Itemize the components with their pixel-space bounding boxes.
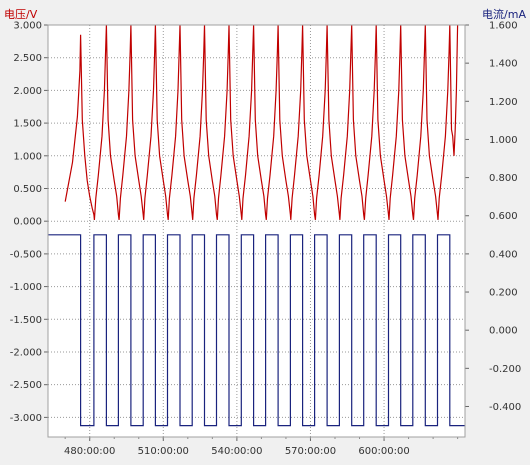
right-tick-label: 0.400 [489,249,518,260]
left-tick-label: -0.500 [10,249,42,260]
plot-border [47,24,466,438]
left-tick-label: 3.000 [13,21,42,32]
series-group [48,24,465,427]
x-tick-label: 540:00:00 [211,446,262,457]
right-tick-label: 1.400 [489,59,518,70]
left-tick-label: -2.000 [10,347,42,358]
right-tick-label: 0.000 [489,326,518,337]
right-axis-title: 电流/mA [482,7,526,21]
x-tick-label: 510:00:00 [138,446,189,457]
left-tick-label: 2.000 [13,86,42,97]
left-tick-label: 0.000 [13,217,42,228]
right-tick-label: 0.200 [489,288,518,299]
x-tick-label: 570:00:00 [285,446,336,457]
left-tick-label: -1.500 [10,315,42,326]
right-tick-label: 1.600 [489,21,518,32]
right-tick-label: 1.200 [489,97,518,108]
left-tick-label: 2.500 [13,53,42,64]
voltage-series-line [64,24,459,220]
left-axis-title: 电压/V [4,8,38,21]
right-tick-label: 0.600 [489,211,518,222]
left-tick-label: 1.000 [13,151,42,162]
current-series-line [48,234,465,427]
left-tick-label: -1.000 [10,282,42,293]
right-tick-label: -0.200 [489,364,521,375]
right-tick-label: 1.000 [489,135,518,146]
x-tick-label: 480:00:00 [64,446,115,457]
right-axis-ticks: 1.600 1.400 1.200 1.000 0.800 0.600 0.400 0.200… [465,21,521,413]
x-tick-label: 600:00:00 [358,446,409,457]
left-tick-label: 1.500 [13,119,42,130]
right-tick-label: -0.400 [489,402,521,413]
right-tick-label: 0.800 [489,173,518,184]
left-tick-label: -2.500 [10,380,42,391]
left-tick-label: -3.000 [10,413,42,424]
plot-area [48,25,465,437]
left-axis-ticks: 3.000 2.500 2.000 1.500 1.000 0.500 0.000 -0.50… [10,21,48,424]
left-tick-label: 0.500 [13,184,42,195]
